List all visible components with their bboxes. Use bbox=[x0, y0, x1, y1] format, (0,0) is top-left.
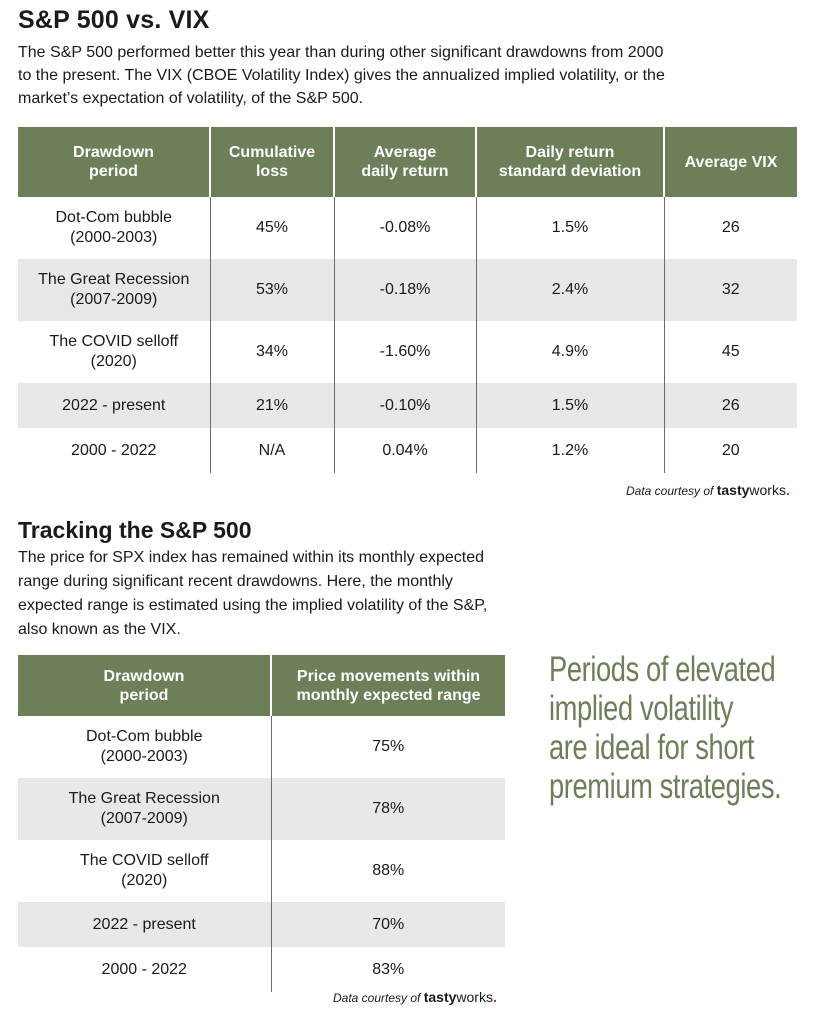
pct-cell: 83% bbox=[372, 960, 405, 978]
period-cell: 2000 - 2022 bbox=[18, 947, 272, 992]
table-row: The COVID selloff (2020) 34% -1.60% 4.9% … bbox=[18, 321, 797, 383]
loss-cell: 53% bbox=[210, 259, 335, 321]
period-cell: Dot-Com bubble (2000-2003) bbox=[18, 716, 272, 778]
avg-return-cell: -0.18% bbox=[334, 259, 477, 321]
table-row: The Great Recession (2007-2009) 78% bbox=[18, 778, 505, 840]
table-row: The Great Recession (2007-2009) 53% -0.18… bbox=[18, 259, 797, 321]
period-cell: The Great Recession (2007-2009) bbox=[18, 778, 272, 840]
period-cell: 2022 - present bbox=[18, 902, 272, 947]
period-cell: Dot-Com bubble (2000-2003) bbox=[18, 197, 211, 259]
avg-vix-cell: 20 bbox=[721, 441, 740, 459]
section2-title: Tracking the S&P 500 bbox=[18, 517, 252, 543]
pct-cell: 75% bbox=[372, 738, 405, 755]
pull-quote-line: are ideal for short bbox=[549, 728, 755, 767]
avg-vix-cell: 26 bbox=[721, 219, 740, 236]
table-row: 2000 - 2022 N/A 0.04% 1.2% 20 bbox=[18, 428, 797, 473]
period-cell: 2000 - 2022 bbox=[18, 428, 211, 473]
std-dev-cell: 4.9% bbox=[476, 321, 665, 383]
std-dev-cell: 1.5% bbox=[476, 383, 665, 428]
pull-quote-line: implied volatility bbox=[549, 689, 734, 728]
std-dev-cell: 1.5% bbox=[476, 197, 665, 259]
loss-cell: 34% bbox=[210, 321, 335, 383]
table-row: 2022 - present 21% -0.10% 1.5% 26 bbox=[18, 383, 797, 428]
avg-return-cell: -0.10% bbox=[334, 383, 477, 428]
avg-return-cell: -0.08% bbox=[334, 197, 477, 259]
table-row: The COVID selloff (2020) 88% bbox=[18, 840, 505, 902]
table-row: Dot-Com bubble (2000-2003) 75% bbox=[18, 716, 505, 778]
pct-cell: 78% bbox=[271, 778, 505, 840]
section2-intro: The price for SPX index has remained wit… bbox=[18, 549, 488, 638]
section1-title: S&P 500 vs. VIX bbox=[18, 6, 210, 34]
header-average-vix: Average VIX bbox=[664, 127, 797, 197]
tracking-sp500-table: Drawdown period Price movements within mon… bbox=[18, 655, 505, 992]
loss-cell: 45% bbox=[210, 197, 335, 259]
pull-quote: Periods of elevated implied volatility a… bbox=[549, 650, 782, 806]
period-cell: The COVID selloff (2020) bbox=[18, 840, 272, 902]
header-average-daily-return: Average daily return bbox=[334, 127, 477, 197]
avg-return-cell: -1.60% bbox=[334, 321, 477, 383]
sp500-vs-vix-table: Drawdown period Cumulative loss Average dai… bbox=[18, 127, 797, 473]
data-credit: Data courtesy of tastyworks. bbox=[333, 989, 497, 1005]
avg-vix-cell: 26 bbox=[664, 383, 797, 428]
avg-return-cell: 0.04% bbox=[334, 428, 477, 473]
std-dev-cell: 2.4% bbox=[476, 259, 665, 321]
period-cell: The COVID selloff (2020) bbox=[18, 321, 211, 383]
tastyworks-logo: tastyworks. bbox=[716, 482, 790, 498]
table-header-row: Drawdown period Price movements within mon… bbox=[18, 655, 505, 716]
table-row: 2022 - present 70% bbox=[18, 902, 505, 947]
std-dev-cell: 1.2% bbox=[476, 428, 665, 473]
table-row: 2000 - 2022 83% bbox=[18, 947, 505, 992]
pct-cell: 88% bbox=[372, 862, 405, 879]
header-drawdown-period: Drawdown period bbox=[18, 655, 272, 716]
table-header-row: Drawdown period Cumulative loss Average dai… bbox=[18, 127, 797, 197]
period-cell: The Great Recession (2007-2009) bbox=[18, 259, 211, 321]
loss-cell: N/A bbox=[210, 428, 335, 473]
header-drawdown-period: Drawdown period bbox=[18, 127, 211, 197]
pull-quote-line: premium strategies. bbox=[549, 767, 782, 806]
loss-cell: 21% bbox=[210, 383, 335, 428]
header-price-movements: Price movements within monthly expected r… bbox=[271, 655, 505, 716]
header-cumulative-loss: Cumulative loss bbox=[210, 127, 335, 197]
tastyworks-logo: tastyworks. bbox=[423, 989, 497, 1005]
table-row: Dot-Com bubble (2000-2003) 45% -0.08% 1.5… bbox=[18, 197, 797, 259]
data-credit: Data courtesy of tastyworks. bbox=[626, 482, 790, 498]
avg-vix-cell: 32 bbox=[664, 259, 797, 321]
pull-quote-line: Periods of elevated bbox=[549, 650, 776, 689]
header-daily-return-std-dev: Daily return standard deviation bbox=[476, 127, 665, 197]
period-cell: 2022 - present bbox=[18, 383, 211, 428]
section1-intro: The S&P 500 performed better this year t… bbox=[18, 44, 665, 107]
avg-vix-cell: 45 bbox=[721, 343, 740, 360]
pct-cell: 70% bbox=[271, 902, 505, 947]
